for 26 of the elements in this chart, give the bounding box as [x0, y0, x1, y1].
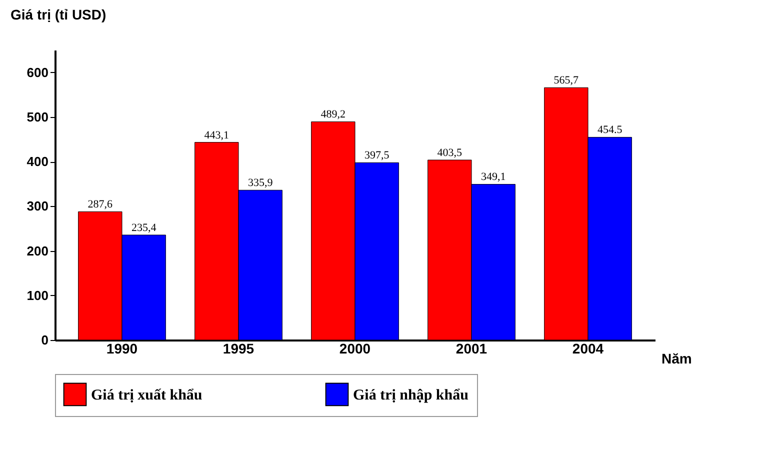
- y-axis-title: Giá trị (tỉ USD): [10, 6, 106, 22]
- data-label: 335,9: [248, 177, 274, 190]
- y-tick-label: 600: [26, 64, 48, 80]
- y-tick-label: 400: [26, 154, 48, 170]
- y-tick-label: 300: [26, 198, 48, 214]
- x-tick-label: 2004: [572, 340, 604, 356]
- x-axis-title: Năm: [662, 350, 692, 366]
- y-tick-label: 100: [26, 288, 48, 303]
- data-label: 443,1: [204, 129, 230, 142]
- data-label: 454.5: [597, 124, 623, 136]
- y-tick-label: 0: [41, 332, 48, 348]
- data-label: 235,4: [131, 222, 157, 234]
- y-tick-label: 500: [26, 109, 48, 124]
- data-label: 397,5: [364, 150, 390, 162]
- legend-label: Giá trị xuất khẩu: [91, 387, 202, 404]
- x-tick-label: 2001: [456, 340, 488, 356]
- data-label: 565,7: [554, 74, 580, 87]
- y-tick-label: 200: [26, 243, 48, 258]
- data-label: 349,1: [480, 171, 506, 184]
- x-tick-label: 1990: [106, 340, 138, 356]
- x-tick-label: 1995: [222, 340, 254, 356]
- data-label: 287,6: [88, 198, 114, 211]
- data-label: 489,2: [320, 108, 346, 121]
- legend-label: Giá trị nhập khẩu: [353, 387, 468, 404]
- x-tick-label: 2000: [339, 340, 371, 356]
- data-label: 403,5: [437, 146, 463, 159]
